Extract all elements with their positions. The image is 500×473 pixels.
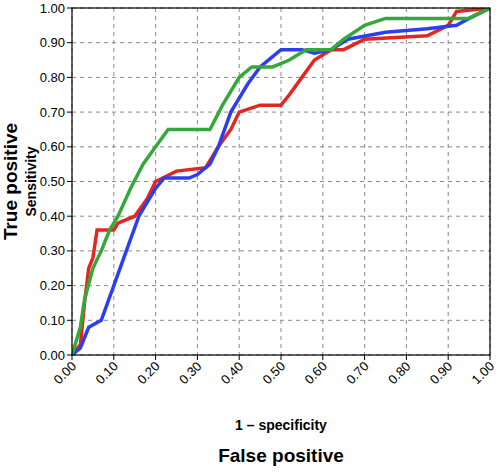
x-tick	[197, 355, 198, 360]
y-tick	[67, 42, 72, 43]
y-tick	[67, 355, 72, 356]
x-tick	[155, 355, 156, 360]
grid-line-y	[72, 250, 490, 251]
y-tick-label: 0.90	[40, 35, 65, 50]
y-tick	[67, 216, 72, 217]
y-tick-label: 0.40	[40, 209, 65, 224]
x-axis-label: 1 – specificity	[235, 417, 327, 433]
y-tick-label: 0.50	[40, 174, 65, 189]
y-tick	[67, 320, 72, 321]
x-tick-label: 0.40	[218, 359, 247, 388]
roc-curve	[72, 8, 490, 355]
y-tick	[67, 8, 72, 9]
y-tick	[67, 112, 72, 113]
y-tick-label: 0.30	[40, 243, 65, 258]
x-tick-label: 0.90	[427, 359, 456, 388]
y-tick	[67, 285, 72, 286]
x-outer-label: False positive	[218, 445, 344, 466]
grid-line-x	[406, 8, 407, 355]
roc-curve	[72, 8, 490, 355]
y-tick-label: 0.20	[40, 278, 65, 293]
y-tick	[67, 146, 72, 147]
y-tick	[67, 250, 72, 251]
x-tick-label: 0.70	[343, 359, 372, 388]
x-tick-label: 0.50	[260, 359, 289, 388]
x-tick-label: 0.10	[92, 359, 121, 388]
x-tick-label: 0.80	[385, 359, 414, 388]
y-tick-label: 0.10	[40, 313, 65, 328]
grid-line-x	[197, 8, 198, 355]
x-tick	[322, 355, 323, 360]
y-tick-label: 1.00	[40, 1, 65, 16]
x-tick-label: 0.30	[176, 359, 205, 388]
grid-line-y	[72, 77, 490, 78]
grid-line-y	[72, 42, 490, 43]
series-group	[72, 8, 490, 355]
grid-line-y	[72, 112, 490, 113]
grid-line-y	[72, 146, 490, 147]
grid-line-x	[239, 8, 240, 355]
x-tick	[281, 355, 282, 360]
x-tick	[448, 355, 449, 360]
x-tick-label: 0.60	[301, 359, 330, 388]
y-outer-label: True positive	[0, 123, 21, 240]
grid-line-y	[72, 285, 490, 286]
y-tick-label: 0.80	[40, 70, 65, 85]
y-tick-label: 0.00	[40, 348, 65, 363]
grid	[72, 8, 490, 355]
chart: 0.00 0.10 0.20 0.30 0.40 0.50 0.60 0.70 0.80 0.90…	[0, 0, 500, 473]
x-tick-label: 0.00	[51, 359, 80, 388]
x-tick	[490, 355, 491, 360]
x-tick	[364, 355, 365, 360]
grid-line-x	[364, 8, 365, 355]
x-tick-label: 1.00	[469, 359, 498, 388]
y-tick	[67, 77, 72, 78]
y-tick-label: 0.60	[40, 139, 65, 154]
x-tick	[406, 355, 407, 360]
x-tick	[72, 355, 73, 360]
y-axis-label: Sensitivity	[23, 146, 39, 216]
axes: 0.00 0.10 0.20 0.30 0.40 0.50 0.60 0.70 0.80 0.90…	[40, 1, 497, 388]
grid-line-y	[72, 320, 490, 321]
x-tick	[239, 355, 240, 360]
roc-curve	[72, 8, 490, 355]
x-tick	[113, 355, 114, 360]
plot-frame	[72, 8, 490, 355]
x-tick-label: 0.20	[134, 359, 163, 388]
y-tick	[67, 181, 72, 182]
y-tick-label: 0.70	[40, 105, 65, 120]
